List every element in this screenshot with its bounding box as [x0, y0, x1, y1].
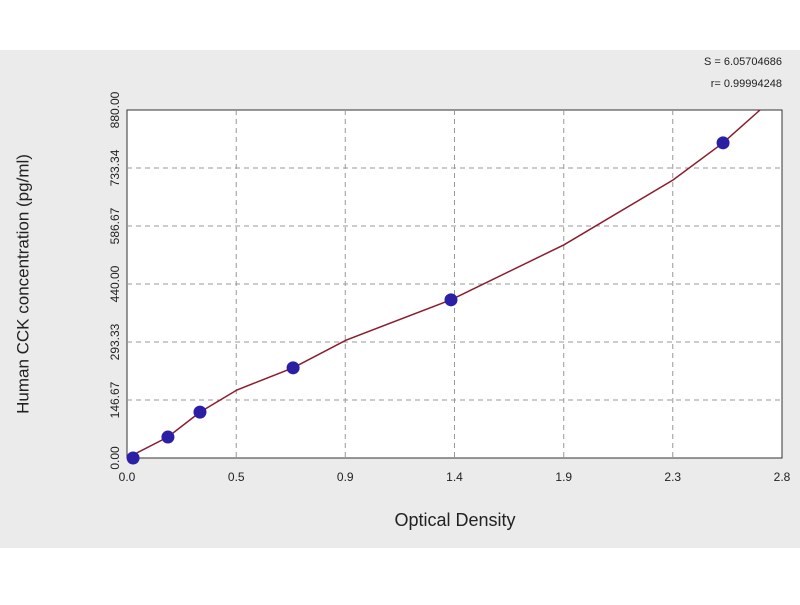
annotation: S = 6.05704686: [704, 56, 782, 68]
y-tick-label: 880.00: [108, 91, 122, 128]
data-point: [716, 136, 730, 150]
x-tick-label: 1.9: [555, 470, 572, 484]
data-point: [286, 361, 300, 375]
x-tick-label: 0.5: [228, 470, 245, 484]
y-axis-label: Human CCK concentration (pg/ml): [13, 154, 32, 414]
y-tick-label: 733.34: [108, 149, 122, 186]
fit-curve: [126, 109, 761, 459]
y-tick-label: 586.67: [108, 207, 122, 244]
y-tick-label: 440.00: [108, 265, 122, 302]
data-point: [126, 451, 140, 465]
x-tick-label: 0.9: [337, 470, 354, 484]
x-axis-label: Optical Density: [394, 510, 515, 530]
x-tick-label: 0.0: [119, 470, 136, 484]
y-tick-label: 293.33: [108, 323, 122, 360]
x-tick-label: 2.8: [774, 470, 791, 484]
y-tick-label: 0.00: [108, 446, 122, 470]
x-tick-label: 1.4: [446, 470, 463, 484]
data-point: [444, 293, 458, 307]
y-tick-label: 146.67: [108, 381, 122, 418]
data-point: [193, 405, 207, 419]
annotation: r= 0.99994248: [711, 78, 782, 90]
data-point: [161, 430, 175, 444]
x-tick-label: 2.3: [664, 470, 681, 484]
